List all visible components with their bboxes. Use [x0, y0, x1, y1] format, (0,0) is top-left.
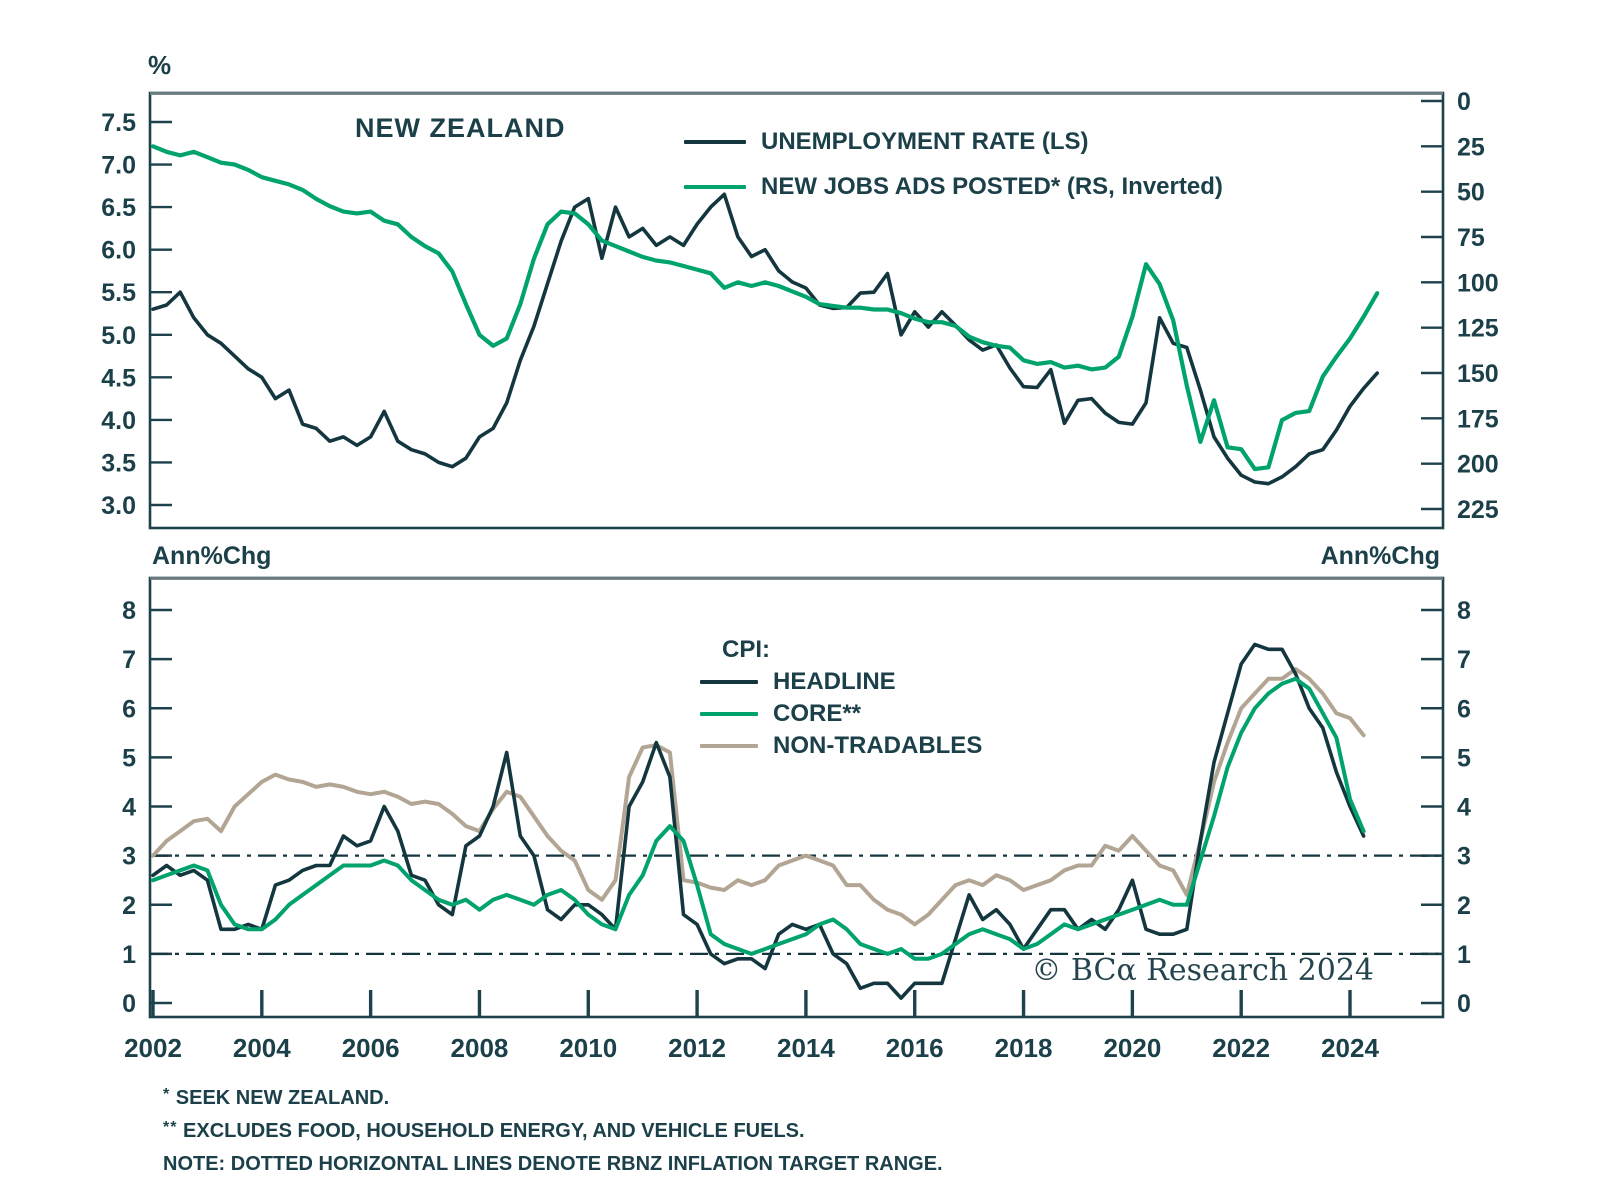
footnotes: * SEEK NEW ZEALAND. ** EXCLUDES FOOD, HO… — [163, 1080, 943, 1179]
footnote-text-1: SEEK NEW ZEALAND. — [170, 1087, 390, 1109]
y-tick-label: 150 — [1457, 360, 1499, 388]
bottom-left-axis-unit: Ann%Chg — [152, 542, 272, 570]
footnote-marker-2: ** — [163, 1119, 178, 1136]
series-unemployment-line — [151, 192, 1379, 486]
y-tick-label: 4 — [122, 794, 136, 822]
x-tick-label: 2002 — [124, 1033, 182, 1063]
legend-item-headline: HEADLINE — [700, 666, 982, 698]
y-tick-label: 4.5 — [101, 364, 136, 392]
y-tick-label: 0 — [1457, 990, 1471, 1018]
legend-item-non-tradables: NON-TRADABLES — [700, 730, 982, 762]
core-line-swatch — [700, 712, 758, 716]
x-tick-label: 2014 — [777, 1033, 835, 1063]
x-tick-label: 2024 — [1321, 1033, 1379, 1063]
legend-label-unemployment: UNEMPLOYMENT RATE (LS) — [761, 128, 1089, 155]
y-tick-label: 125 — [1457, 315, 1499, 343]
y-tick-label: 2 — [1457, 892, 1471, 920]
legend-item-core: CORE** — [700, 698, 982, 730]
x-tick-label: 2022 — [1212, 1033, 1270, 1063]
x-tick-label: 2006 — [342, 1033, 400, 1063]
y-tick-label: 3 — [1457, 843, 1471, 871]
y-tick-label: 0 — [122, 990, 136, 1018]
y-tick-label: 200 — [1457, 451, 1499, 479]
legend-label-headline: HEADLINE — [773, 668, 896, 695]
y-tick-label: 7 — [122, 646, 136, 674]
y-tick-label: 25 — [1457, 133, 1485, 161]
y-tick-label: 3.0 — [101, 492, 136, 520]
y-tick-label: 5.0 — [101, 322, 136, 350]
footnote-seek: * SEEK NEW ZEALAND. — [163, 1080, 943, 1113]
y-tick-label: 100 — [1457, 269, 1499, 297]
legend-top: UNEMPLOYMENT RATE (LS) NEW JOBS ADS POST… — [684, 126, 1223, 203]
footnote-marker-1: * — [163, 1086, 171, 1103]
x-tick-label: 2010 — [559, 1033, 617, 1063]
top-left-axis-unit: % — [148, 50, 172, 80]
y-tick-label: 5.5 — [101, 279, 136, 307]
legend-label-non-tradables: NON-TRADABLES — [773, 732, 983, 759]
y-tick-label: 8 — [122, 597, 136, 625]
bottom-right-axis-unit: Ann%Chg — [1320, 542, 1440, 570]
x-tick-label: 2012 — [668, 1033, 726, 1063]
headline-line-swatch — [700, 680, 758, 684]
y-tick-label: 1 — [122, 941, 136, 969]
y-tick-label: 5 — [122, 744, 136, 772]
y-tick-label: 6.5 — [101, 194, 136, 222]
legend-cpi: CPI: HEADLINE CORE** NON-TRADABLES — [700, 636, 982, 762]
y-tick-label: 50 — [1457, 179, 1485, 207]
legend-item-job-ads: NEW JOBS ADS POSTED* (RS, Inverted) — [684, 171, 1223, 203]
y-tick-label: 2 — [122, 892, 136, 920]
series-headline-line — [151, 642, 1366, 1000]
series-job-ads-line — [150, 144, 1380, 472]
y-tick-label: 7.0 — [101, 152, 136, 180]
y-tick-label: 3.5 — [101, 449, 136, 477]
y-tick-label: 75 — [1457, 224, 1485, 252]
legend-label-core: CORE** — [773, 700, 862, 727]
x-tick-label: 2016 — [886, 1033, 944, 1063]
brand-copyright: © BCα Research 2024 — [1031, 953, 1374, 988]
y-tick-label: 4.0 — [101, 407, 136, 435]
y-tick-label: 6 — [1457, 695, 1471, 723]
x-tick-label: 2020 — [1103, 1033, 1161, 1063]
chart-title: NEW ZEALAND — [355, 113, 566, 143]
footnote-target-range-note: NOTE: DOTTED HORIZONTAL LINES DENOTE RBN… — [163, 1146, 943, 1179]
y-tick-label: 6.0 — [101, 237, 136, 265]
x-tick-label: 2008 — [451, 1033, 509, 1063]
series-core-line — [151, 676, 1366, 961]
series-non-tradables-line — [151, 667, 1366, 927]
y-tick-label: 175 — [1457, 405, 1499, 433]
y-tick-label: 3 — [122, 843, 136, 871]
y-tick-label: 6 — [122, 695, 136, 723]
y-tick-label: 4 — [1457, 794, 1471, 822]
y-tick-label: 7.5 — [101, 109, 136, 137]
y-tick-label: 0 — [1457, 88, 1471, 116]
footnote-text-2: EXCLUDES FOOD, HOUSEHOLD ENERGY, AND VEH… — [177, 1120, 805, 1142]
footnote-core-definition: ** EXCLUDES FOOD, HOUSEHOLD ENERGY, AND … — [163, 1113, 943, 1146]
job-ads-line-swatch — [684, 185, 746, 189]
x-tick-label: 2018 — [995, 1033, 1053, 1063]
unemployment-line-swatch — [684, 140, 746, 144]
legend-item-unemployment: UNEMPLOYMENT RATE (LS) — [684, 126, 1223, 158]
y-tick-label: 8 — [1457, 597, 1471, 625]
x-tick-label: 2004 — [233, 1033, 291, 1063]
legend-cpi-title: CPI: — [722, 636, 770, 663]
non-tradables-line-swatch — [700, 744, 758, 748]
y-tick-label: 1 — [1457, 941, 1471, 969]
legend-label-job-ads: NEW JOBS ADS POSTED* (RS, Inverted) — [761, 173, 1223, 200]
y-tick-label: 225 — [1457, 496, 1499, 524]
y-tick-label: 7 — [1457, 646, 1471, 674]
footnote-text-3: NOTE: DOTTED HORIZONTAL LINES DENOTE RBN… — [163, 1153, 943, 1175]
y-tick-label: 5 — [1457, 744, 1471, 772]
